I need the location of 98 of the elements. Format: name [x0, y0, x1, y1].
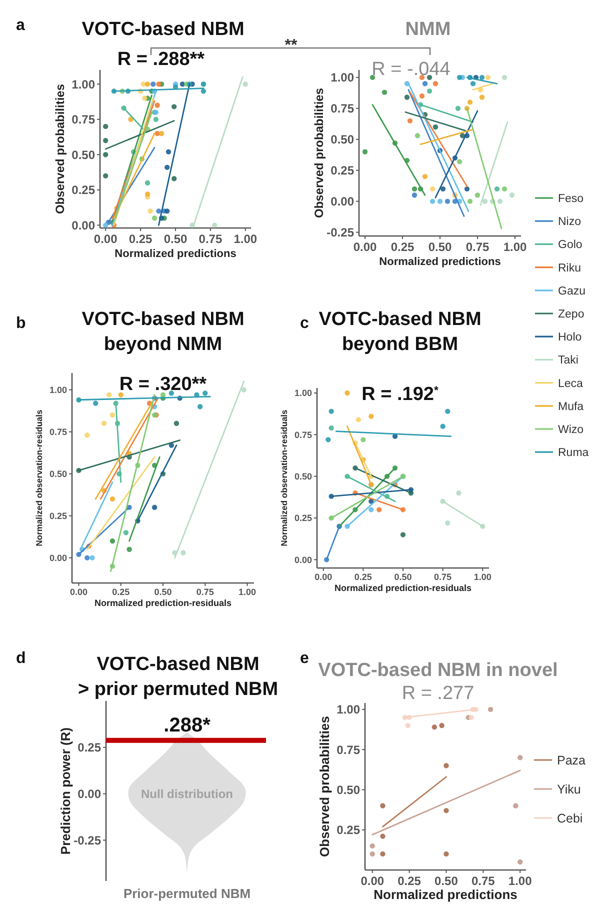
chart-title: VOTC-based NBM beyond NMM: [82, 309, 244, 355]
x-tick-label: 1.00: [508, 874, 532, 888]
x-axis-title: Normalized predictions: [114, 248, 236, 260]
y-tick-label: 0.00: [49, 552, 67, 563]
y-tick-label: 0.00: [78, 786, 102, 801]
text: e: [300, 650, 309, 667]
x-tick-label: 0.25: [112, 587, 130, 597]
x-axis-title: Normalized predictions: [374, 887, 518, 902]
x-tick-label: 1.00: [503, 240, 527, 254]
y-axis-title: Prediction power (R): [58, 727, 73, 855]
y-tick-label: 0.50: [336, 782, 360, 797]
y-tick-label: 1.00: [294, 388, 312, 398]
x-tick-label: 0.75: [466, 240, 490, 254]
text: **: [284, 37, 298, 54]
y-axis-title: Observed probabilities: [317, 716, 332, 857]
x-tick-label: 0.50: [394, 572, 412, 582]
y-tick-label: 1.00: [49, 384, 67, 395]
y-tick-label: -0.25: [326, 225, 354, 240]
legend-label: Leca: [558, 378, 584, 390]
x-tick-label: 1.00: [474, 572, 492, 582]
x-tick-label: 0.00: [360, 874, 384, 888]
y-tick-label: -0.25: [74, 833, 102, 848]
y-tick-label: 0.50: [294, 471, 312, 482]
annotation: Null distribution: [141, 786, 233, 801]
x-tick-label: 0.50: [434, 874, 458, 888]
x-axis-title: Normalized prediction-residuals: [94, 598, 232, 608]
text: b: [16, 315, 26, 332]
y-tick-label: 1.00: [330, 70, 354, 85]
legend-label: Riku: [558, 262, 582, 274]
legend-label: Zepo: [558, 308, 584, 321]
x-tick-label: 0.75: [196, 587, 214, 597]
y-tick-label: 0.25: [72, 183, 96, 198]
y-tick-label: 0.50: [49, 468, 67, 479]
x-tick-label: 0.75: [471, 874, 496, 888]
y-tick-label: 0.50: [330, 132, 354, 147]
annotation: R = .288**: [117, 49, 206, 70]
text: a: [16, 17, 25, 34]
legend-label: Wizo: [558, 424, 584, 436]
legend-label: Holo: [558, 332, 582, 344]
y-axis-title: Observed probabilities: [53, 84, 67, 214]
legend-label: Golo: [558, 239, 582, 252]
y-axis-title: Normalized observation-residuals: [34, 409, 44, 546]
x-tick-label: 0.00: [94, 232, 118, 246]
legend-label: Feso: [558, 193, 584, 206]
x-tick-label: Prior-permuted NBM: [123, 886, 251, 901]
x-tick-label: 0.50: [428, 240, 452, 254]
legend-label: Cebi: [557, 811, 583, 826]
chart-title: VOTC-based NBM: [82, 19, 244, 40]
y-tick-label: 0.25: [49, 510, 67, 521]
x-tick-label: 0.25: [128, 232, 153, 246]
chart-title: NMM: [405, 19, 451, 40]
y-tick-label: 1.00: [336, 702, 360, 717]
x-tick-label: 1.00: [238, 587, 256, 597]
x-tick-label: 0.50: [164, 232, 188, 246]
x-tick-label: 0.75: [198, 232, 222, 246]
y-tick-label: 0.25: [294, 513, 312, 524]
legend-label: Ruma: [558, 447, 590, 460]
y-axis-title: Normalized observation-residuals: [279, 409, 289, 546]
y-tick-label: 0.00: [72, 218, 96, 232]
x-tick-label: 0.25: [398, 874, 422, 888]
x-tick-label: 0.75: [434, 572, 452, 582]
x-tick-label: 1.00: [234, 232, 258, 246]
y-tick-label: 0.75: [336, 742, 360, 757]
legend-label: Taki: [558, 354, 578, 367]
legend-label: Mufa: [558, 400, 584, 413]
y-tick-label: 0.75: [72, 112, 96, 127]
y-tick-label: 1.00: [72, 77, 96, 92]
y-tick-label: 0.25: [330, 164, 354, 178]
y-tick-label: 0.25: [336, 823, 360, 838]
y-tick-label: 0.25: [78, 740, 102, 755]
annotation: R = .192$^{*}$: [362, 384, 439, 405]
legend-label: Nizo: [558, 216, 582, 228]
text: d: [16, 650, 26, 667]
text: c: [300, 315, 309, 332]
y-tick-label: 0.50: [72, 148, 96, 162]
annotation: R = -.044: [372, 59, 451, 80]
y-tick-label: 0.00: [294, 554, 312, 565]
annotation: R = .320**: [119, 374, 208, 395]
ref-line-label: .288*: [164, 714, 211, 736]
legend-label: Paza: [557, 753, 586, 768]
chart-title: VOTC-based NBM > prior permuted NBM: [78, 654, 278, 700]
legend-label: Yiku: [557, 782, 581, 796]
y-tick-label: 0.00: [330, 194, 354, 209]
legend-label: Gazu: [558, 285, 586, 298]
x-tick-label: 0.00: [353, 240, 377, 254]
annotation: R = .277: [402, 683, 474, 704]
y-tick-label: 0.75: [294, 430, 312, 440]
x-tick-label: 0.25: [354, 572, 372, 582]
x-axis-title: Normalized prediction-residuals: [334, 583, 472, 593]
x-axis-title: Normalized predictions: [379, 256, 501, 268]
chart-title: VOTC-based NBM in novel: [318, 660, 558, 681]
y-tick-label: 0.75: [49, 426, 67, 437]
y-axis-title: Observed probabilities: [312, 88, 326, 218]
x-tick-label: 0.50: [154, 587, 172, 597]
chart-title: VOTC-based NBM beyond BBM: [318, 309, 482, 355]
x-tick-label: 0.00: [314, 572, 332, 582]
x-tick-label: 0.25: [390, 240, 414, 254]
y-tick-label: 0.75: [330, 102, 354, 116]
